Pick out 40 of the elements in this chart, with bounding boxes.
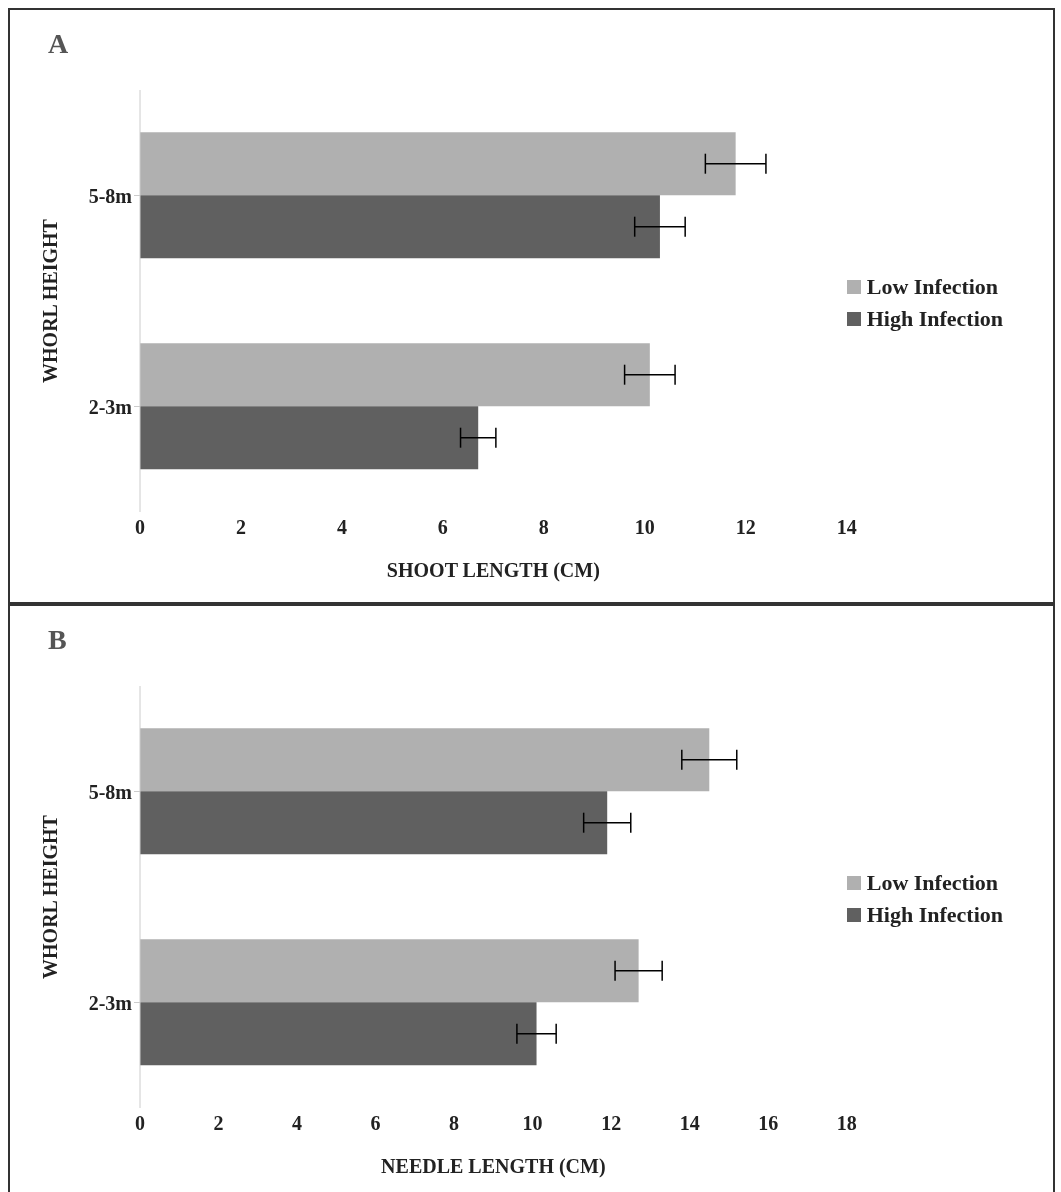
bar — [140, 1002, 537, 1066]
chart-title: A — [48, 28, 69, 60]
x-tick-label: 4 — [292, 1112, 303, 1135]
x-tick-label: 8 — [449, 1112, 460, 1135]
x-tick-label: 12 — [735, 516, 756, 539]
bar — [140, 939, 639, 1003]
legend-label: High Infection — [866, 306, 1003, 332]
y-tick-label: 5-8m — [88, 780, 133, 803]
x-tick-label: 6 — [370, 1112, 381, 1135]
y-tick-label: 2-3m — [88, 395, 133, 418]
bar — [140, 132, 736, 196]
bar — [140, 406, 479, 470]
y-tick-label: 2-3m — [88, 991, 133, 1014]
bar — [140, 195, 660, 259]
x-tick-label: 0 — [135, 1112, 145, 1135]
bar — [140, 791, 608, 855]
x-tick-label: 18 — [836, 1112, 857, 1135]
bar — [140, 728, 710, 792]
x-tick-label: 6 — [437, 516, 448, 539]
x-tick-label: 14 — [836, 516, 857, 539]
x-tick-label: 0 — [135, 516, 145, 539]
x-tick-label: 12 — [601, 1112, 622, 1135]
y-axis-title: WHORL HEIGHT — [39, 814, 62, 979]
x-tick-label: 2 — [235, 516, 246, 539]
chart-title: B — [48, 624, 67, 656]
x-tick-label: 10 — [522, 1112, 543, 1135]
x-axis-title: NEEDLE LENGTH (CM) — [381, 1155, 606, 1178]
x-tick-label: 16 — [758, 1112, 779, 1135]
x-tick-label: 2 — [213, 1112, 224, 1135]
x-tick-label: 8 — [538, 516, 549, 539]
legend-label: Low Infection — [866, 870, 999, 896]
legend-label: Low Infection — [866, 274, 999, 300]
x-tick-label: 10 — [634, 516, 655, 539]
legend-label: High Infection — [866, 902, 1003, 928]
x-tick-label: 14 — [679, 1112, 700, 1135]
bar — [140, 343, 650, 407]
y-tick-label: 5-8m — [88, 184, 133, 207]
x-axis-title: SHOOT LENGTH (CM) — [386, 559, 600, 582]
y-axis-title: WHORL HEIGHT — [39, 218, 62, 383]
x-tick-label: 4 — [336, 516, 347, 539]
